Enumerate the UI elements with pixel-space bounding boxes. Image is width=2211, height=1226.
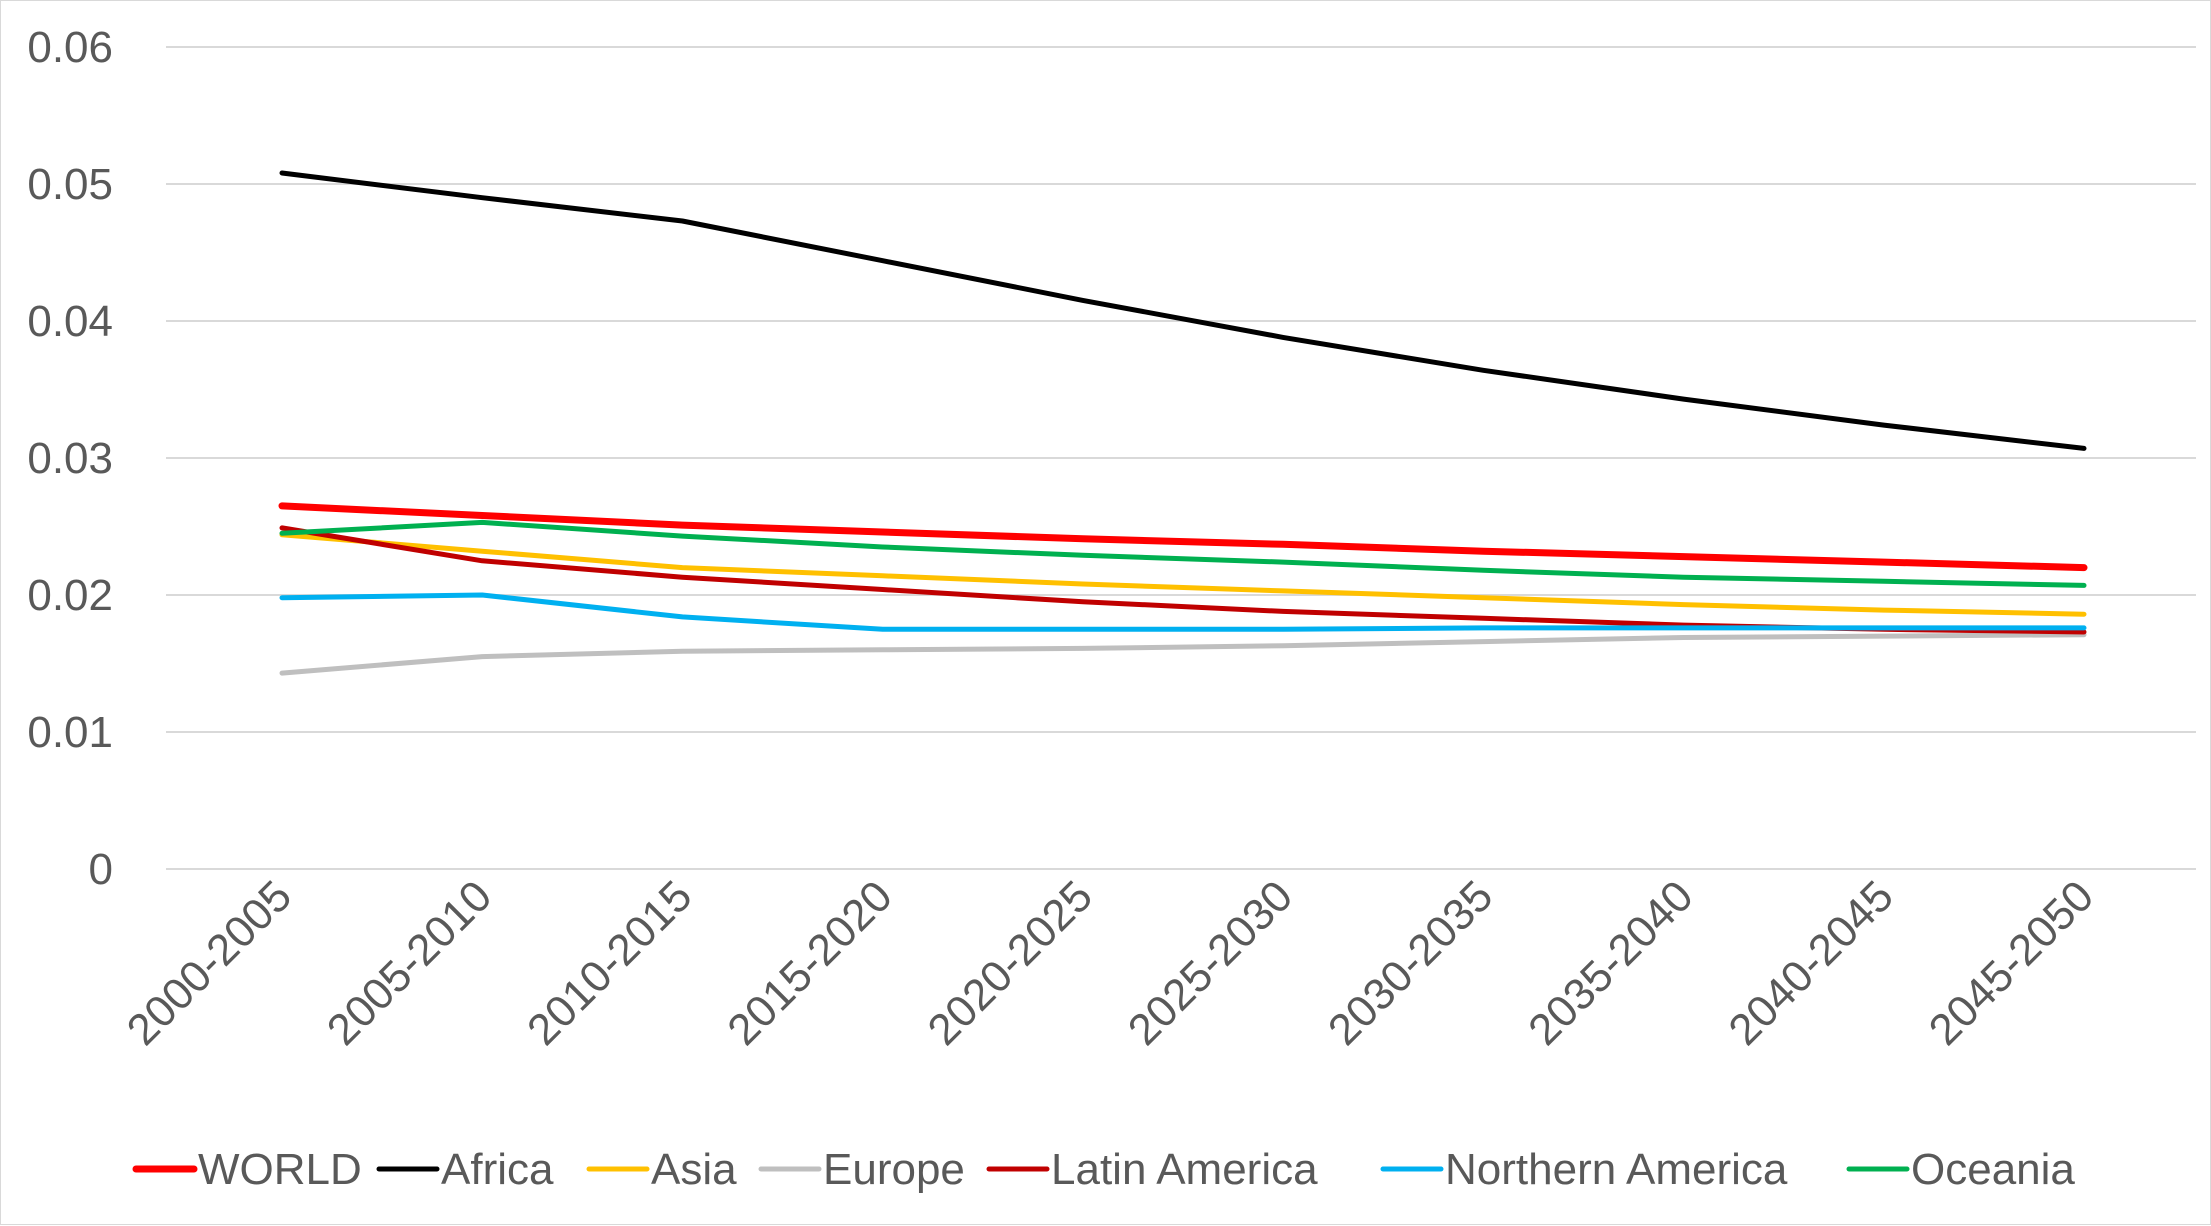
x-tick-label: 2010-2015: [518, 871, 701, 1054]
x-tick-label: 2000-2005: [118, 871, 301, 1054]
legend-label: Asia: [651, 1145, 737, 1194]
legend-label: Latin America: [1051, 1145, 1318, 1194]
series-line-northern-america: [279, 592, 2087, 632]
series-line-asia: [279, 532, 2087, 617]
x-tick-label: 2040-2045: [1719, 871, 1902, 1054]
x-axis-ticks: 2000-2005 2005-2010 2010-2015 2015-2020 2020…: [118, 871, 2103, 1054]
x-tick-label: 2020-2025: [919, 871, 1102, 1054]
legend-label: WORLD: [198, 1145, 362, 1194]
x-tick-label: 2030-2035: [1319, 871, 1502, 1054]
legend-label: Europe: [823, 1145, 965, 1194]
x-tick-label: 2005-2010: [318, 871, 501, 1054]
y-tick-label: 0.01: [27, 708, 113, 757]
x-tick-label: 2035-2040: [1519, 871, 1702, 1054]
legend: WORLD Africa Asia Europe Latin America Northe…: [132, 1145, 2075, 1194]
legend-label: Oceania: [1911, 1145, 2075, 1194]
y-axis-ticks: 0 0.01 0.02 0.03 0.04 0.05 0.06: [27, 23, 113, 894]
series-line-oceania: [279, 519, 2087, 588]
y-tick-label: 0.03: [27, 434, 113, 483]
y-tick-label: 0.02: [27, 571, 113, 620]
series-line-world: [278, 502, 2088, 572]
x-tick-label: 2025-2030: [1119, 871, 1302, 1054]
y-tick-label: 0.04: [27, 297, 113, 346]
x-tick-label: 2015-2020: [718, 871, 901, 1054]
y-tick-label: 0.06: [27, 23, 113, 72]
gridlines: [166, 46, 2196, 870]
legend-label: Africa: [441, 1145, 554, 1194]
series-line-europe: [279, 632, 2087, 676]
y-tick-label: 0.05: [27, 160, 113, 209]
y-tick-label: 0: [89, 845, 113, 894]
series-line-africa: [279, 170, 2087, 451]
x-tick-label: 2045-2050: [1920, 871, 2103, 1054]
series-lines: [278, 170, 2088, 676]
legend-label: Northern America: [1445, 1145, 1788, 1194]
